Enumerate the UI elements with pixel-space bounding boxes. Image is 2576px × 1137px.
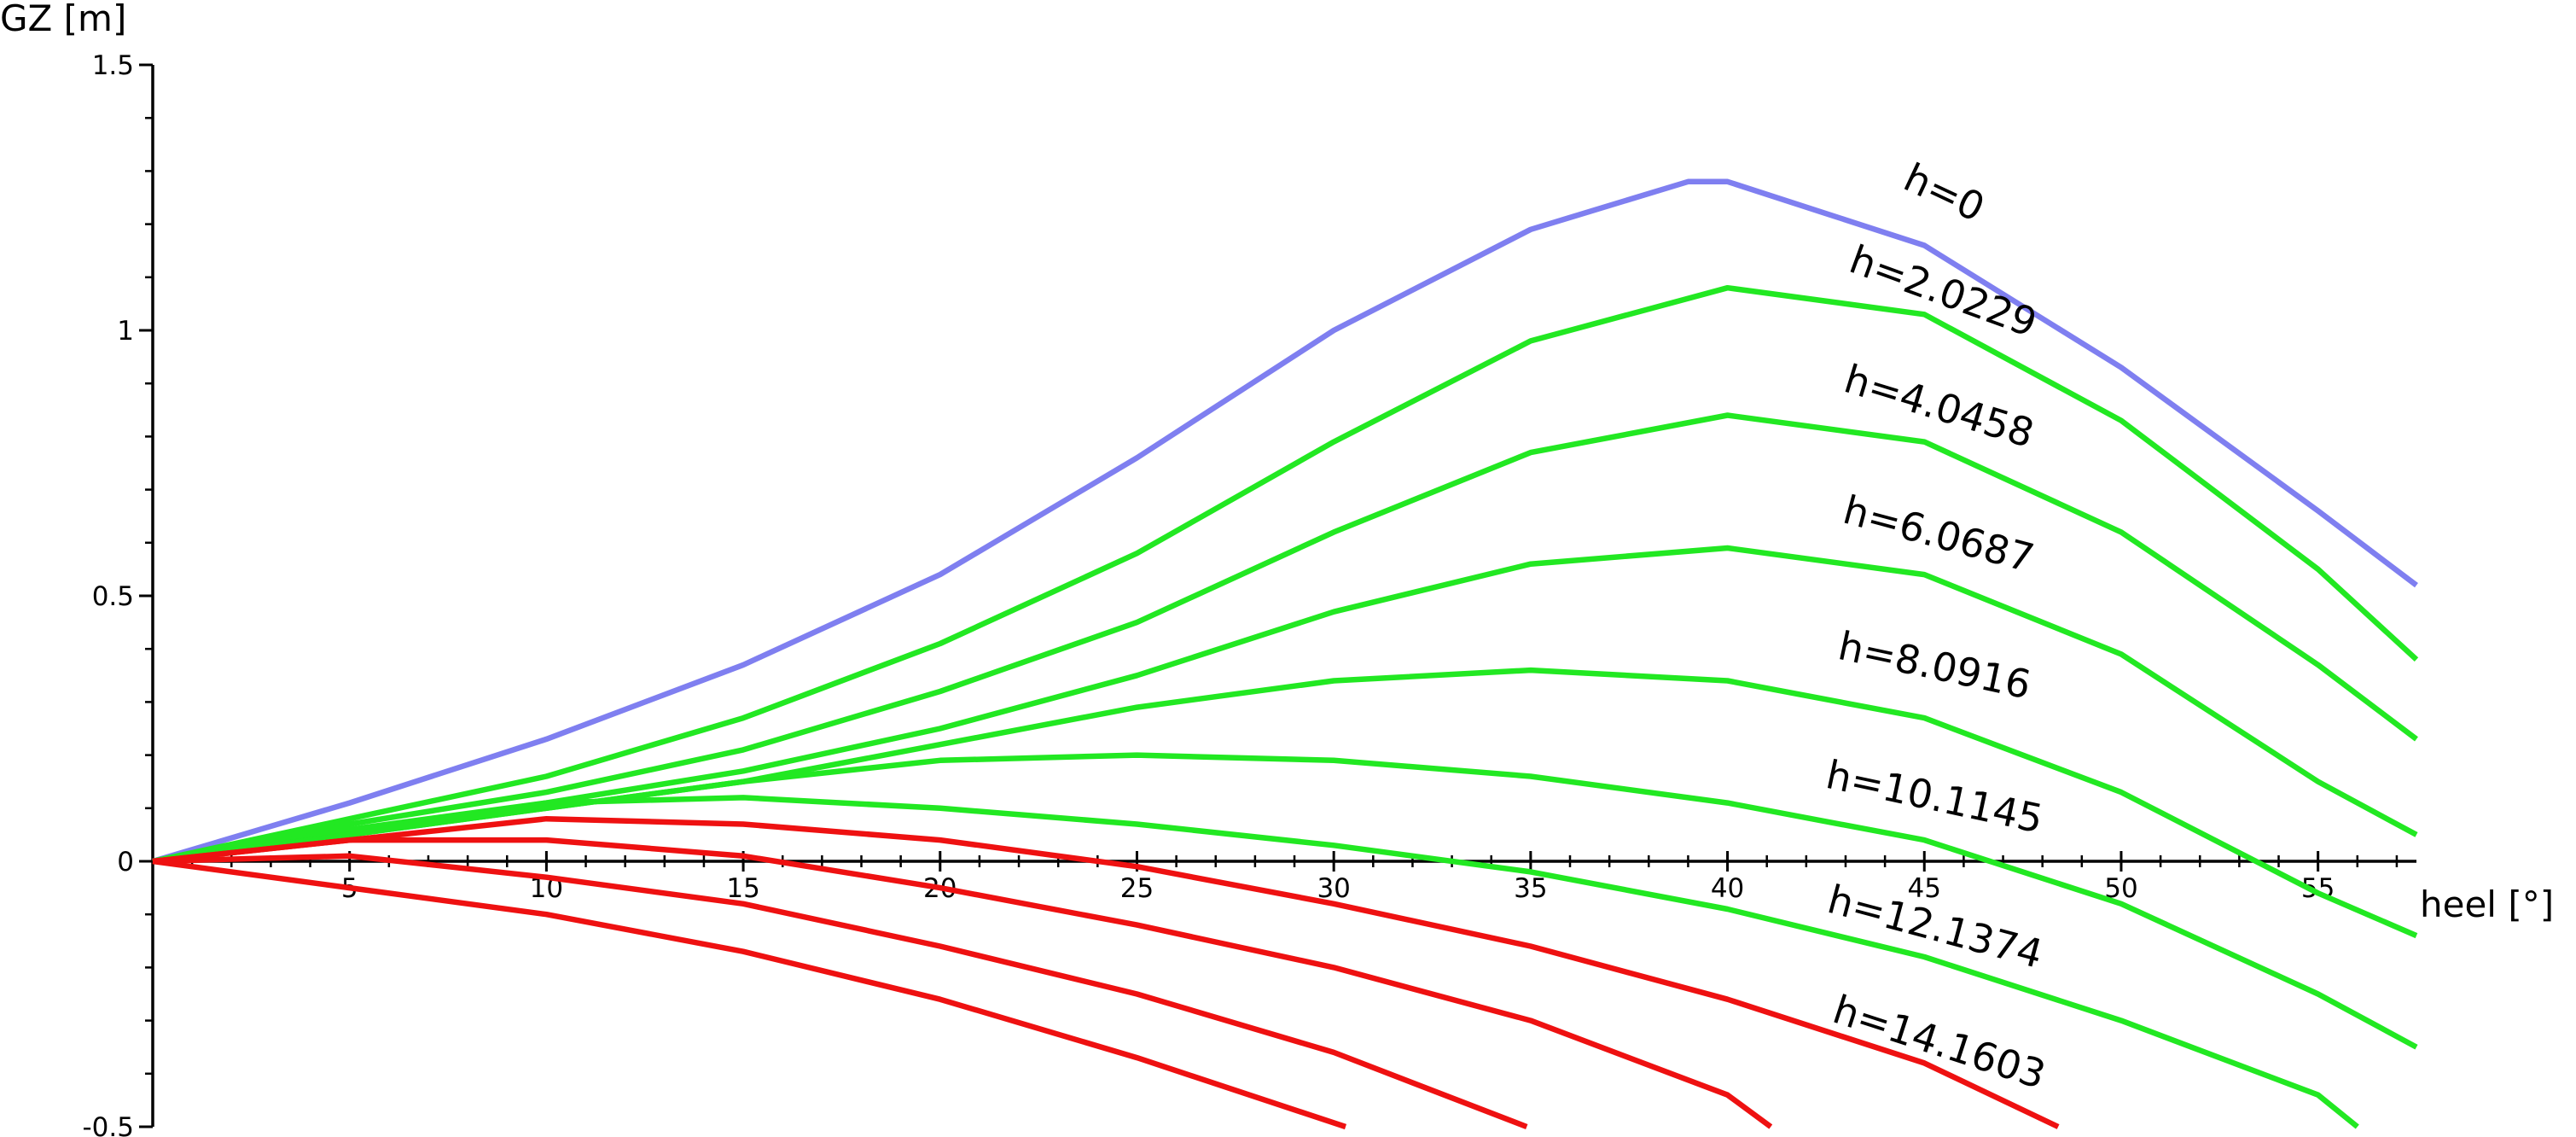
curve-label: h=8.0916 (1835, 622, 2035, 708)
y-tick-label: 1.5 (92, 50, 134, 81)
y-axis-label: GZ [m] (0, 0, 126, 39)
x-tick-label: 40 (1711, 873, 1744, 904)
curve-label: h=2.0229 (1844, 236, 2043, 346)
x-tick-label: 25 (1120, 873, 1154, 904)
x-tick-label: 15 (726, 873, 759, 904)
curve (152, 412, 2418, 865)
curve-label: h=4.0458 (1839, 355, 2038, 456)
curve-label: h=0 (1897, 155, 1992, 231)
curve (152, 858, 1347, 1130)
y-tick-label: 1 (117, 316, 134, 347)
x-tick-label: 45 (1908, 873, 1941, 904)
x-tick-label: 30 (1317, 873, 1350, 904)
curve (152, 795, 2359, 1129)
x-tick-label: 35 (1514, 873, 1547, 904)
x-axis-label: heel [°] (2420, 883, 2554, 925)
curve (152, 837, 1773, 1129)
curve (152, 178, 2418, 865)
curve (152, 815, 2060, 1129)
y-tick-label: 0 (117, 847, 134, 878)
y-tick-label: 0.5 (92, 581, 134, 612)
y-tick-label: -0.5 (83, 1112, 135, 1137)
curve (152, 853, 1528, 1130)
curve (152, 284, 2419, 865)
curve (152, 752, 2418, 1050)
